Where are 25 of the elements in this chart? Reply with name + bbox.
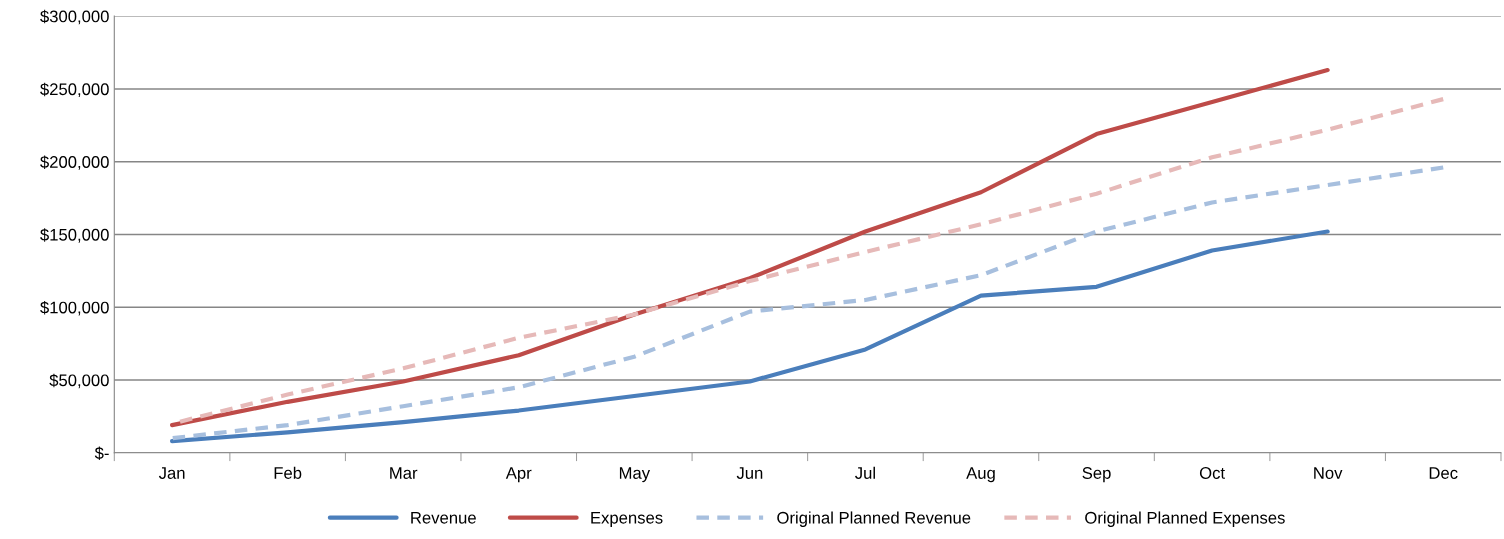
legend-label: Original Planned Revenue xyxy=(777,511,971,527)
x-tick-label: Aug xyxy=(966,467,995,483)
x-tick-label: Sep xyxy=(1082,467,1111,483)
x-tick-label: Jan xyxy=(158,467,185,479)
legend-label: Revenue xyxy=(411,512,476,524)
y-tick-label: $100,000 xyxy=(40,300,109,316)
x-tick-label: Jun xyxy=(736,467,763,479)
x-tick-label: Dec xyxy=(1429,467,1458,479)
x-tick-label: Apr xyxy=(505,467,532,483)
y-tick-label: $150,000 xyxy=(40,228,109,243)
y-tick-label: $50,000 xyxy=(49,373,109,389)
x-tick-label: Feb xyxy=(274,466,302,479)
x-tick-label: Mar xyxy=(390,467,418,479)
line-series xyxy=(169,229,1330,444)
legend-label: Expenses xyxy=(591,512,663,527)
y-tick-label: $200,000 xyxy=(40,155,109,170)
x-tick-label: Jul xyxy=(855,466,875,479)
y-tick-label: $- xyxy=(94,446,109,460)
legend-label: Original Planned Expenses xyxy=(1085,511,1285,527)
y-tick-label: $250,000 xyxy=(40,82,109,98)
x-tick-label: Nov xyxy=(1314,467,1343,479)
x-tick-label: Oct xyxy=(1199,467,1225,479)
x-tick-label: May xyxy=(619,467,651,483)
y-tick-label: $300,000 xyxy=(40,9,109,25)
line-series xyxy=(169,67,1330,428)
